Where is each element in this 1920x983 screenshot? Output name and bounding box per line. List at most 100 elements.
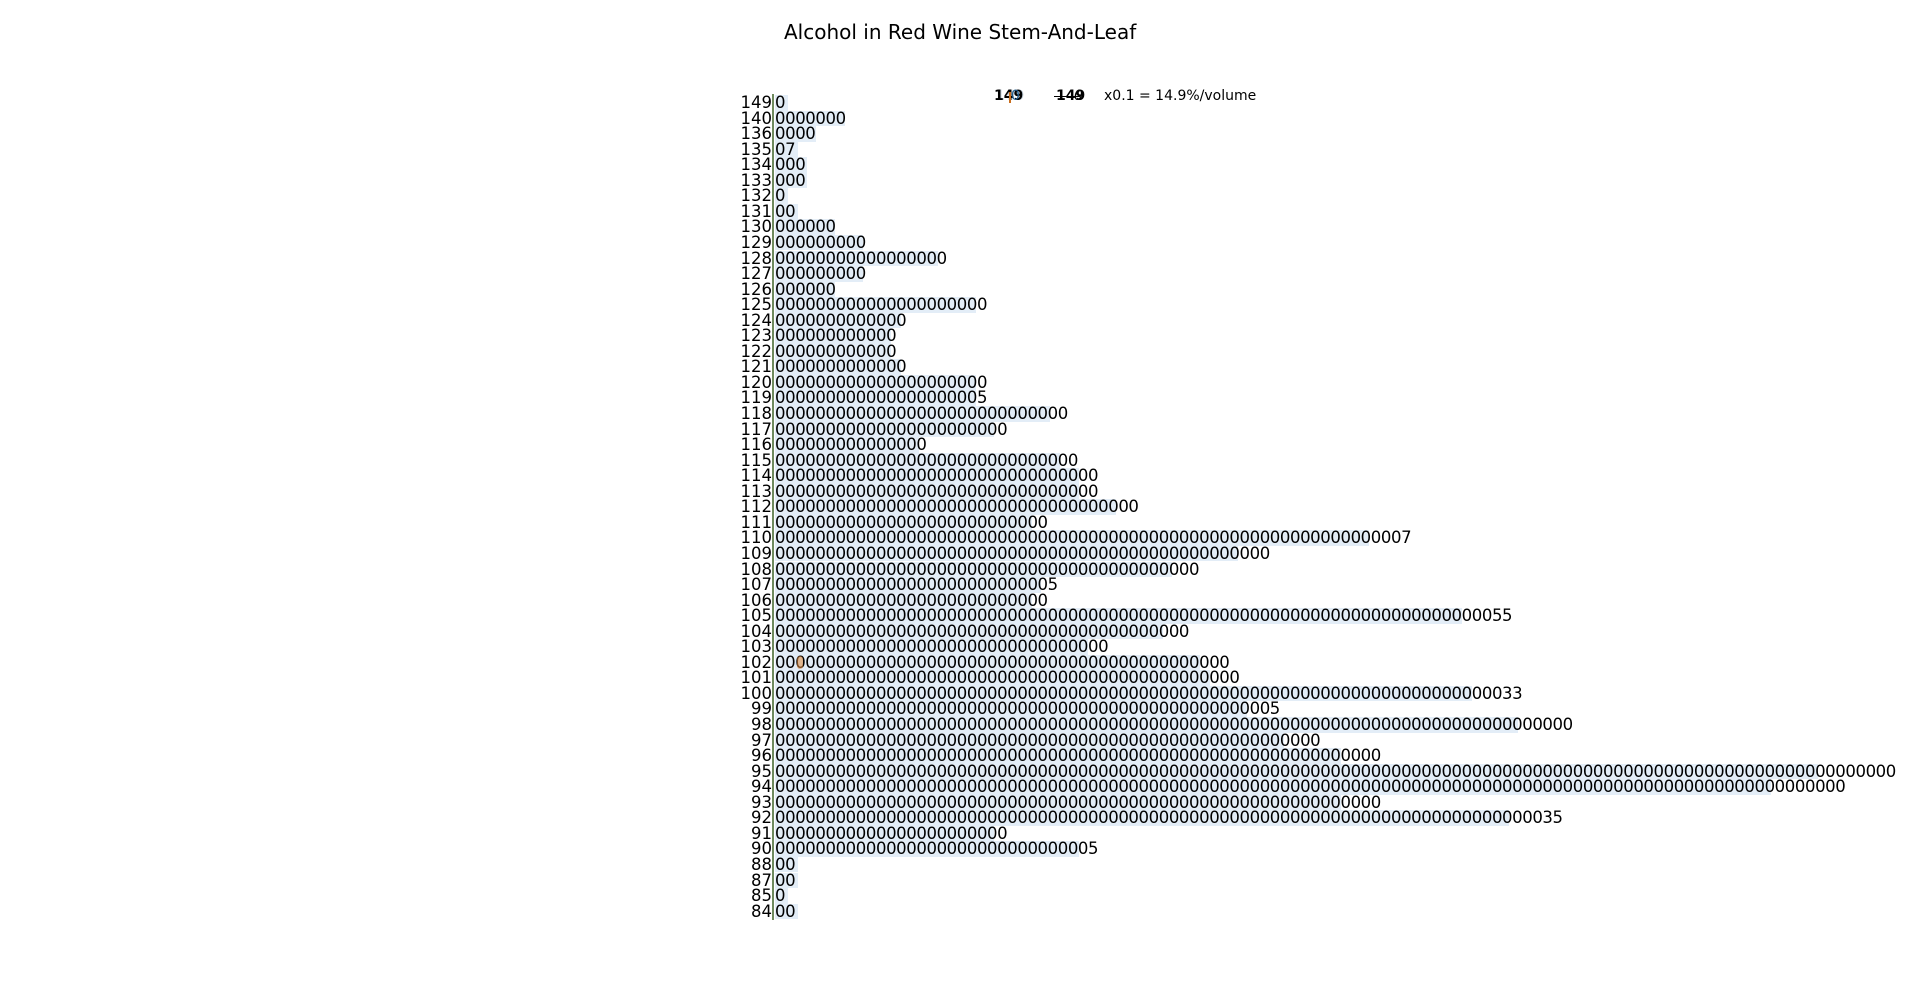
highlight-mark [797,655,803,669]
leaf-bar [775,888,789,904]
leaf-bar [775,359,901,375]
leaf-digits: 07 [775,141,796,158]
stem-label: 94 [751,777,772,797]
leaf-bar [775,545,1238,562]
stem-label: 132 [740,186,773,206]
leaf-digits: 0000000000000000000000000000000000000000… [775,608,1513,624]
stem-label: 103 [740,637,773,657]
leaf-bar [775,297,976,313]
stem-label: 85 [751,886,772,906]
leaf-bar [775,639,1088,655]
leaf-digits: 0000000000000000000000000000000000000000… [775,763,1896,780]
leaf-bar [775,437,920,453]
leaf-digits: 000000000000000000000000000000 [775,452,1078,469]
key-divider-mark [1009,92,1011,103]
leaf-digits: 0000000 [775,110,846,127]
leaf-digits: 0000000000000000000000000000000000000000… [775,561,1200,577]
stem-label: 116 [740,435,773,455]
stem-label: 93 [751,792,772,812]
leaf-bar [775,452,1060,469]
leaf-digits: 000000 [775,219,836,235]
key-leaf: 0 [1011,88,1020,104]
stem-label: 119 [740,388,773,408]
leaf-digits: 0000000000000 [775,312,907,329]
leaf-digits: 0000000000000000000000000000000000000000… [775,685,1523,702]
stem-label: 123 [740,326,773,346]
stem-label: 97 [751,730,772,750]
leaf-bar [775,732,1285,749]
leaf-digits: 00 [775,856,796,873]
leaf-digits: 000000000000000000000000000 [775,514,1048,531]
stem-label: 117 [740,419,773,439]
leaf-bar [775,794,1341,811]
leaf-bar [775,172,808,189]
leaf-bar [775,530,1369,546]
leaf-digits: 00 [775,872,796,888]
chart-title: Alcohol in Red Wine Stem-And-Leaf [784,20,1137,44]
leaf-digits: 0000000000000000000000000000000000000000… [775,732,1321,749]
stem-label: 84 [751,901,772,921]
stem-label: 104 [740,621,773,641]
stem-label: 129 [740,232,773,252]
leaf-bar [775,856,798,873]
leaf-digits: 0000000000000 [775,359,907,375]
stem-label: 96 [751,746,772,766]
stem-label: 114 [740,466,773,486]
stem-label: 115 [740,450,773,470]
leaf-bar [775,483,1079,500]
stem-label: 128 [740,248,773,268]
stem-label: 99 [751,699,772,719]
leaf-digits: 0 [775,888,786,904]
leaf-digits: 00000000000000000000000 [775,421,1008,438]
leaf-bar [775,188,789,204]
leaf-bar [775,779,1772,795]
leaf-bar [775,685,1472,702]
leaf-bar [775,701,1247,717]
stem-label: 88 [751,854,772,874]
leaf-bar [775,903,798,920]
leaf-bar [775,561,1173,577]
stem-label: 140 [740,108,773,128]
leaf-bar [775,468,1079,484]
stem-label: 106 [740,590,773,610]
leaf-digits: 000000000000000000000 [775,374,988,391]
leaf-digits: 000000000 [775,234,866,251]
stem-label: 122 [740,341,773,361]
leaf-bar [775,343,892,360]
leaf-digits: 0000000000000000000000000000000000000000… [775,530,1412,546]
leaf-digits: 0000000000000000000000000000000000000000… [775,701,1280,717]
leaf-bar [775,592,1032,609]
stem-label: 98 [751,715,772,734]
leaf-digits: 000000000000 [775,328,897,344]
leaf-digits: 0000000000000000000000000000000000000000… [775,654,1230,671]
leaf-digits: 00000000000000000000000000000005 [775,841,1099,857]
leaf-bar [775,390,976,406]
leaf-bar [775,514,1032,531]
leaf-digits: 00000000000000000000000 [775,825,1008,842]
leaf-bar [775,872,798,888]
stem-label: 135 [740,139,773,159]
leaf-bar [775,374,976,391]
leaf-digits: 0000000000000000000000000000000000000000… [775,794,1381,811]
stem-label: 136 [740,124,773,144]
stem-label: 87 [751,870,772,890]
leaf-digits: 00000000000000000000000000000000 [775,468,1099,484]
leaf-digits: 00000000000000000000000000000 [775,406,1068,422]
leaf-bar [775,421,995,438]
stem-label: 100 [740,683,773,703]
stem-label: 105 [740,606,773,626]
stem-label: 124 [740,310,773,330]
leaf-digits: 000000 [775,281,836,298]
stem-label: 101 [740,668,773,688]
leaf-digits: 000000000000000000000000000 [775,592,1048,609]
leaf-bar [775,312,901,329]
leaf-digits: 000000000000000000005 [775,390,988,406]
leaf-digits: 00 [775,903,796,920]
leaf-digits: 00 [775,203,796,220]
leaf-bar [775,266,864,282]
leaf-digits: 00000000000000000 [775,250,947,266]
leaf-bar [775,654,1201,671]
leaf-bar [775,219,836,235]
leaf-digits: 0000000000000000000000000005 [775,577,1058,593]
